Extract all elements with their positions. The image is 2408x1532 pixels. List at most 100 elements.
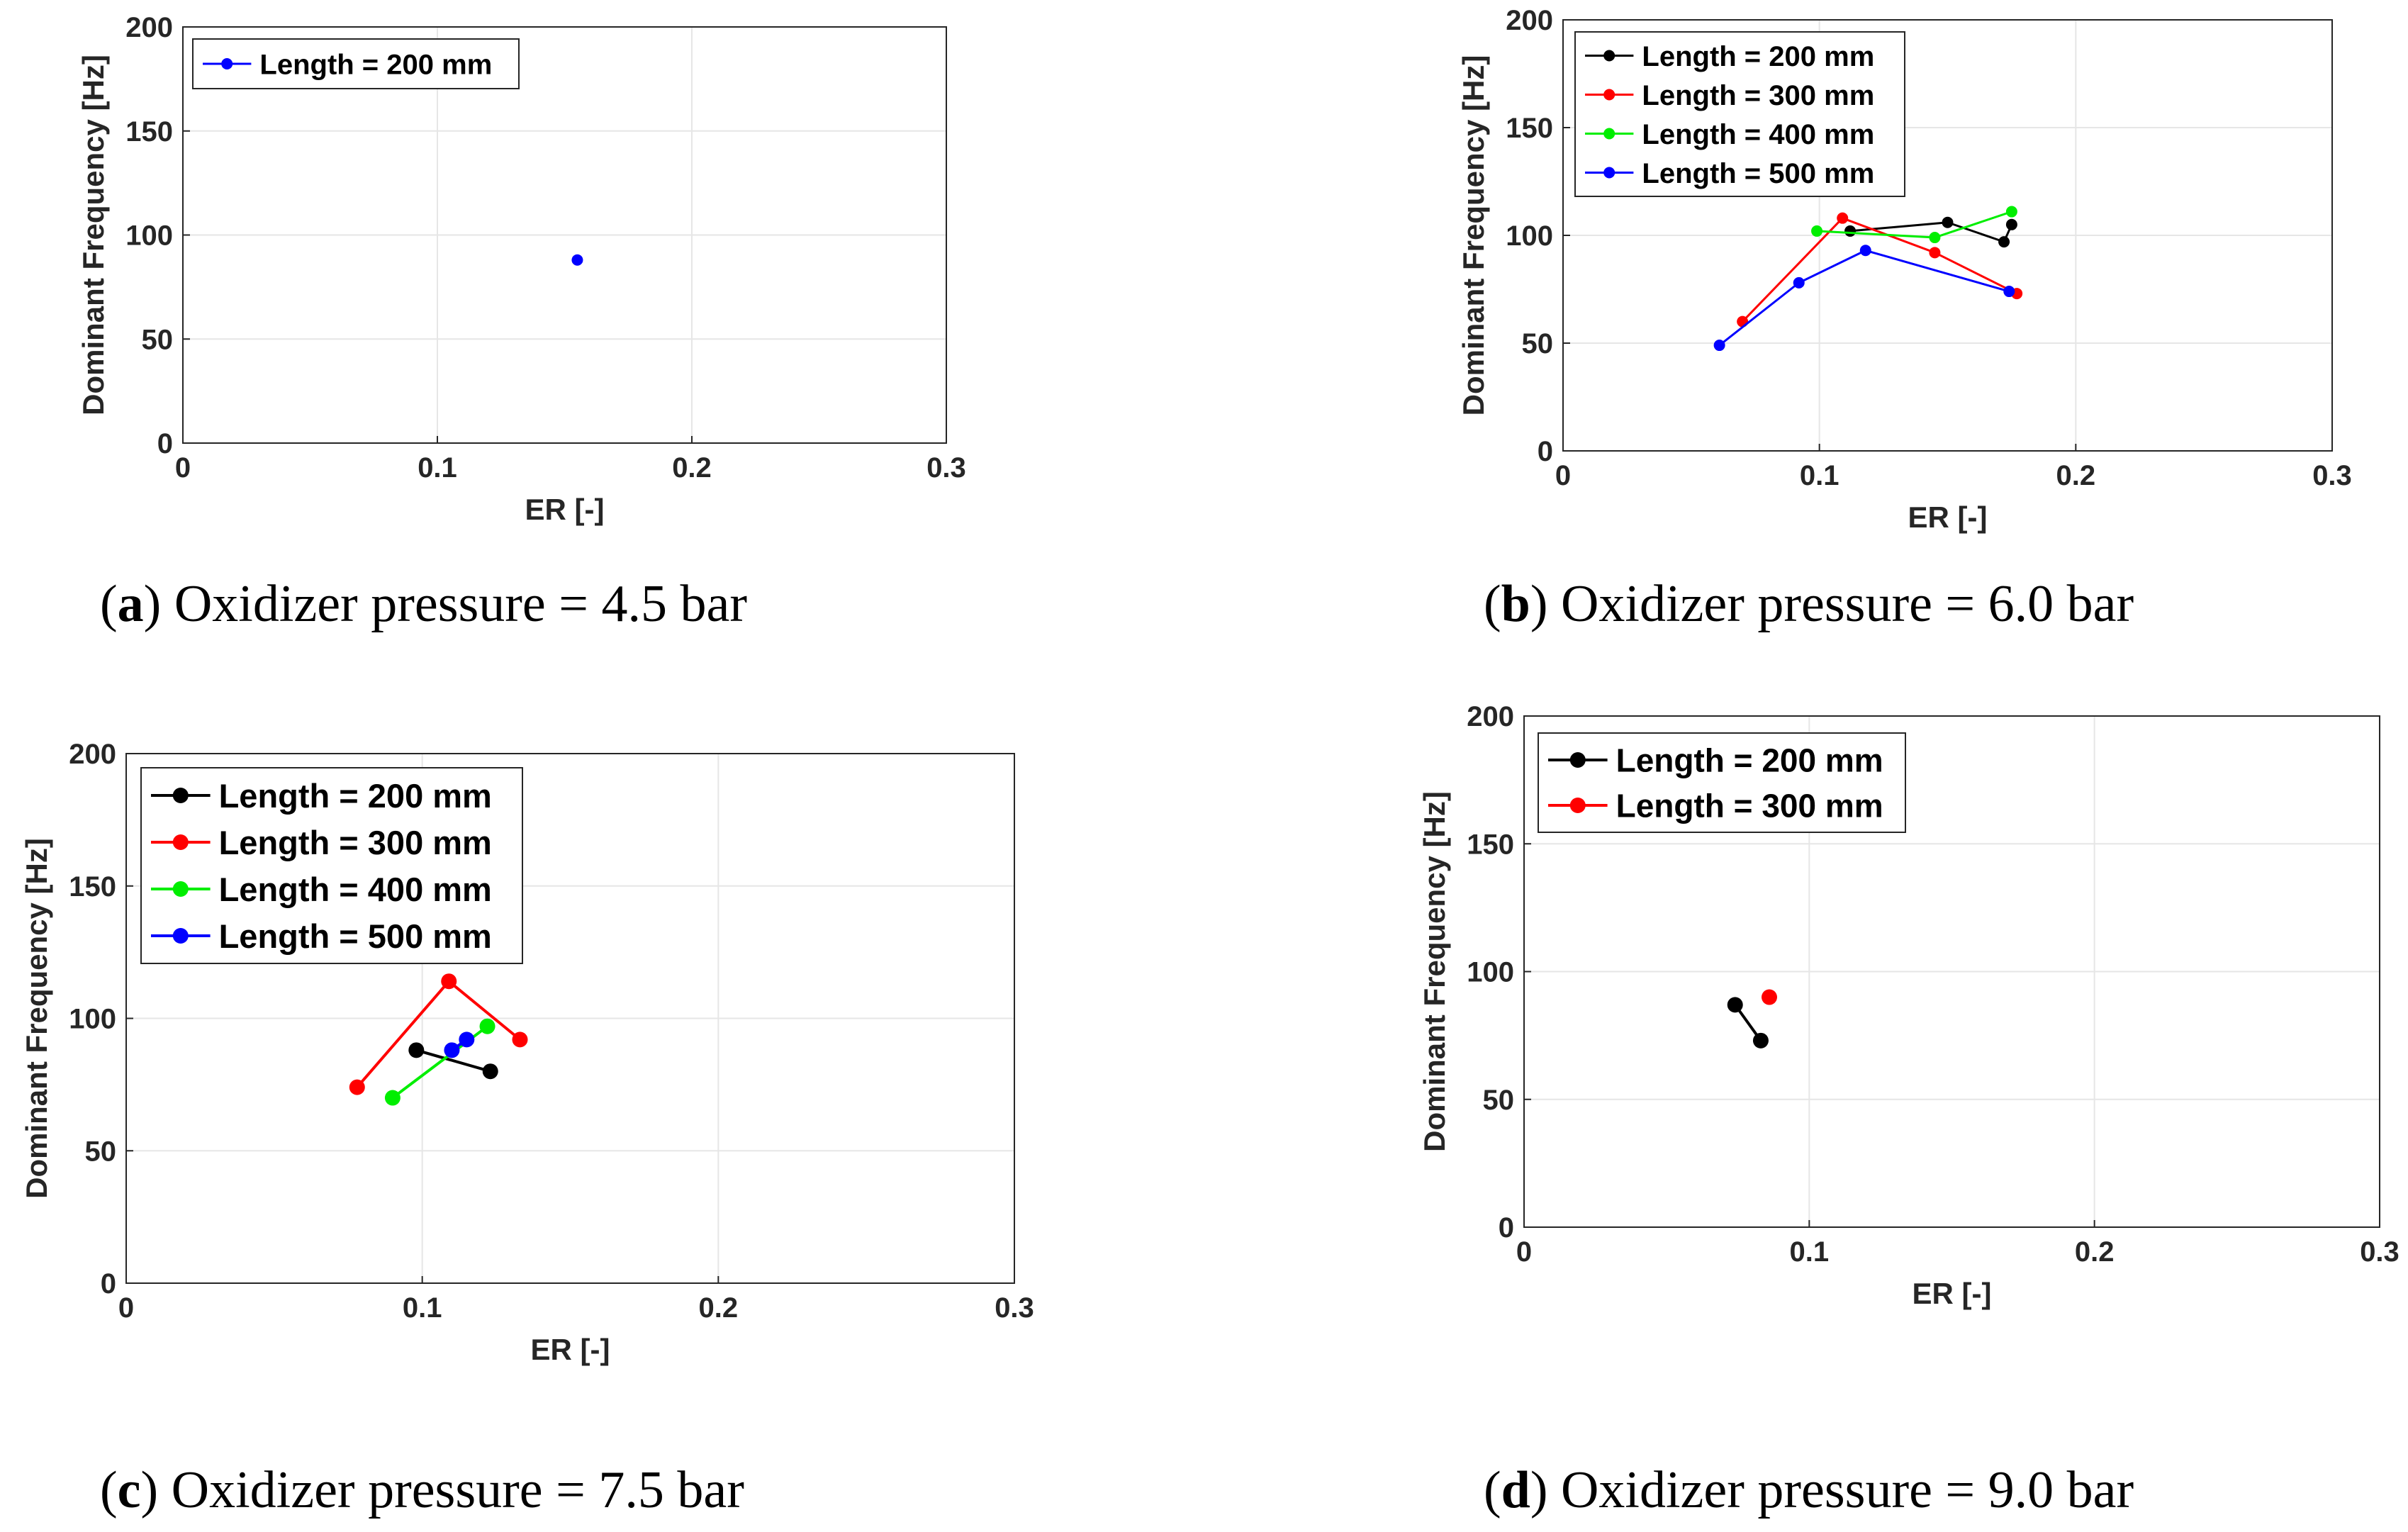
- panel-a-ylabel: Dominant Frequency [Hz]: [77, 55, 110, 415]
- panel-c-legend-label-2: Length = 400 mm: [219, 871, 492, 908]
- panel-d-ytick-label-4: 200: [1467, 701, 1514, 732]
- panel-b-xtick-label-0: 0: [1555, 460, 1571, 491]
- panel-d-series-1-point-0: [1762, 989, 1778, 1005]
- panel-b-legend-marker-2: [1603, 128, 1615, 140]
- panel-b-ytick-label-3: 150: [1506, 113, 1553, 144]
- panel-b-series-3-point-0: [1713, 340, 1725, 352]
- caption-c: (c) Oxidizer pressure = 7.5 bar: [100, 1461, 744, 1519]
- panel-a-xlabel: ER [-]: [525, 493, 605, 526]
- panel-d-xtick-label-0: 0: [1516, 1236, 1532, 1268]
- panel-b-legend: [1574, 31, 1905, 197]
- panel-d-ylabel: Dominant Frequency [Hz]: [1418, 791, 1451, 1152]
- panel-b-legend-label-1: Length = 300 mm: [1642, 80, 1874, 111]
- panel-d-ytick-label-1: 50: [1483, 1085, 1515, 1116]
- panel-c-series-3-point-0: [444, 1042, 460, 1058]
- caption-d-letter: d: [1501, 1461, 1530, 1519]
- panel-a-xtick-label-2: 0.2: [672, 452, 712, 483]
- caption-d: (d) Oxidizer pressure = 9.0 bar: [1484, 1461, 2134, 1519]
- panel-b-legend-label-3: Length = 500 mm: [1642, 158, 1874, 189]
- panel-b-xlabel: ER [-]: [1908, 501, 1988, 534]
- panel-c-xtick-label-3: 0.3: [995, 1292, 1034, 1324]
- panel-b-series-3-point-1: [1793, 276, 1805, 289]
- panel-b-legend-marker-1: [1603, 89, 1615, 101]
- panel-b-series-0-point-1: [1942, 216, 1954, 228]
- panel-c-ytick-label-1: 50: [85, 1136, 117, 1167]
- caption-b-text: Oxidizer pressure = 6.0 bar: [1561, 575, 2134, 633]
- panel-a-series-0-point-0: [571, 254, 583, 266]
- panel-d: 0 0.1 0.2 0.3 0 50 100 150 200 ER [-] Dominant Fre…: [1418, 701, 2399, 1310]
- panel-a-ytick-label-2: 100: [125, 220, 173, 252]
- panel-c-series-1-point-1: [441, 973, 457, 990]
- panel-b-xtick-label-2: 0.2: [2056, 460, 2096, 491]
- panel-b-ytick-label-2: 100: [1506, 220, 1553, 252]
- panel-b-ytick-label-0: 0: [1538, 436, 1553, 467]
- panel-c-series-1-point-2: [512, 1031, 528, 1048]
- panel-a-xtick-label-3: 0.3: [926, 452, 966, 483]
- panel-d-series-0-point-0: [1727, 997, 1743, 1013]
- panel-c-series-0-line: [415, 1049, 491, 1073]
- panel-a-ytick-label-3: 150: [125, 116, 173, 147]
- panel-c-xtick-label-1: 0.1: [403, 1292, 442, 1324]
- panel-d-xtick-label-2: 0.2: [2075, 1236, 2115, 1268]
- panel-b-legend-marker-0: [1603, 50, 1615, 62]
- panel-c-series-2-point-0: [384, 1090, 401, 1106]
- panel-d-ytick-label-0: 0: [1499, 1212, 1514, 1243]
- panel-d-xtick-label-1: 0.1: [1790, 1236, 1830, 1268]
- panel-c-legend: [140, 767, 523, 964]
- panel-c-legend-marker-0: [172, 788, 189, 803]
- panel-d-ytick-label-2: 100: [1467, 957, 1514, 988]
- panel-d-ytick-label-3: 150: [1467, 829, 1514, 860]
- panel-c-series-0-point-1: [482, 1063, 498, 1080]
- panel-b-legend-label-0: Length = 200 mm: [1642, 41, 1874, 72]
- panel-b-series-0-line: [1849, 221, 2013, 243]
- panel-d-xlabel: ER [-]: [1913, 1277, 1992, 1310]
- panel-c-legend-marker-2: [172, 881, 189, 897]
- panel-b-xtick-label-1: 0.1: [1800, 460, 1839, 491]
- panel-c: 0 0.1 0.2 0.3 0 50 100 150 200 ER [-] Dominant Fre…: [20, 739, 1034, 1366]
- panel-c-xtick-label-2: 0.2: [699, 1292, 739, 1324]
- panel-a-xtick-label-0: 0: [175, 452, 191, 483]
- caption-a-letter: a: [118, 575, 144, 633]
- panel-b-series-1-point-2: [1929, 247, 1941, 259]
- panel-b-legend-marker-3: [1603, 167, 1615, 179]
- caption-c-text: Oxidizer pressure = 7.5 bar: [172, 1461, 744, 1519]
- panel-c-ytick-label-3: 150: [69, 871, 116, 902]
- panel-c-xtick-label-0: 0: [118, 1292, 134, 1324]
- panel-c-series-3-point-1: [459, 1031, 475, 1048]
- caption-a-text: Oxidizer pressure = 4.5 bar: [174, 575, 747, 633]
- caption-c-letter: c: [118, 1461, 141, 1519]
- panel-b-ylabel: Dominant Frequency [Hz]: [1457, 55, 1490, 416]
- panel-a: 0 0.1 0.2 0.3 0 50 100 150 200 ER [-] Dominant Fre…: [77, 12, 966, 526]
- panel-d-legend-marker-0: [1569, 752, 1586, 768]
- panel-a-legend-label-0: Length = 200 mm: [259, 49, 492, 80]
- panel-c-series-0-point-0: [408, 1042, 425, 1058]
- panel-c-ytick-label-4: 200: [69, 739, 116, 770]
- panel-c-legend-marker-3: [172, 928, 189, 944]
- panel-c-series-1-point-0: [349, 1079, 365, 1095]
- panel-a-ytick-label-0: 0: [157, 428, 173, 459]
- panel-b-ytick-label-1: 50: [1522, 328, 1554, 359]
- panel-c-series-2-point-1: [479, 1018, 495, 1034]
- panel-b-series-0-point-3: [2005, 218, 2017, 230]
- caption-b-letter: b: [1501, 575, 1530, 633]
- panel-b: 0 0.1 0.2 0.3 0 50 100 150 200 ER [-] Dominant Fre…: [1457, 5, 2352, 534]
- panel-b-series-0-point-2: [1998, 236, 2010, 248]
- panel-b-series-3-point-2: [1859, 245, 1871, 257]
- panel-b-xtick-label-3: 0.3: [2312, 460, 2352, 491]
- panel-d-legend-label-1: Length = 300 mm: [1616, 788, 1883, 824]
- caption-b: (b) Oxidizer pressure = 6.0 bar: [1484, 575, 2134, 633]
- panel-a-xtick-label-1: 0.1: [418, 452, 457, 483]
- panel-c-legend-label-3: Length = 500 mm: [219, 917, 492, 955]
- panel-d-xtick-label-3: 0.3: [2360, 1236, 2399, 1268]
- panel-b-series-3-line: [1718, 249, 2010, 347]
- panel-b-series-2-point-0: [1811, 225, 1823, 237]
- panel-d-legend: [1538, 732, 1906, 833]
- panel-b-series-2-point-1: [1929, 232, 1941, 244]
- panel-b-series-0-point-0: [1844, 225, 1857, 237]
- panel-b-series-1-point-0: [1737, 315, 1749, 328]
- panel-d-legend-label-0: Length = 200 mm: [1616, 742, 1883, 779]
- panel-d-legend-marker-1: [1569, 798, 1586, 813]
- caption-d-text: Oxidizer pressure = 9.0 bar: [1561, 1461, 2134, 1519]
- panel-a-ytick-label-4: 200: [125, 12, 173, 43]
